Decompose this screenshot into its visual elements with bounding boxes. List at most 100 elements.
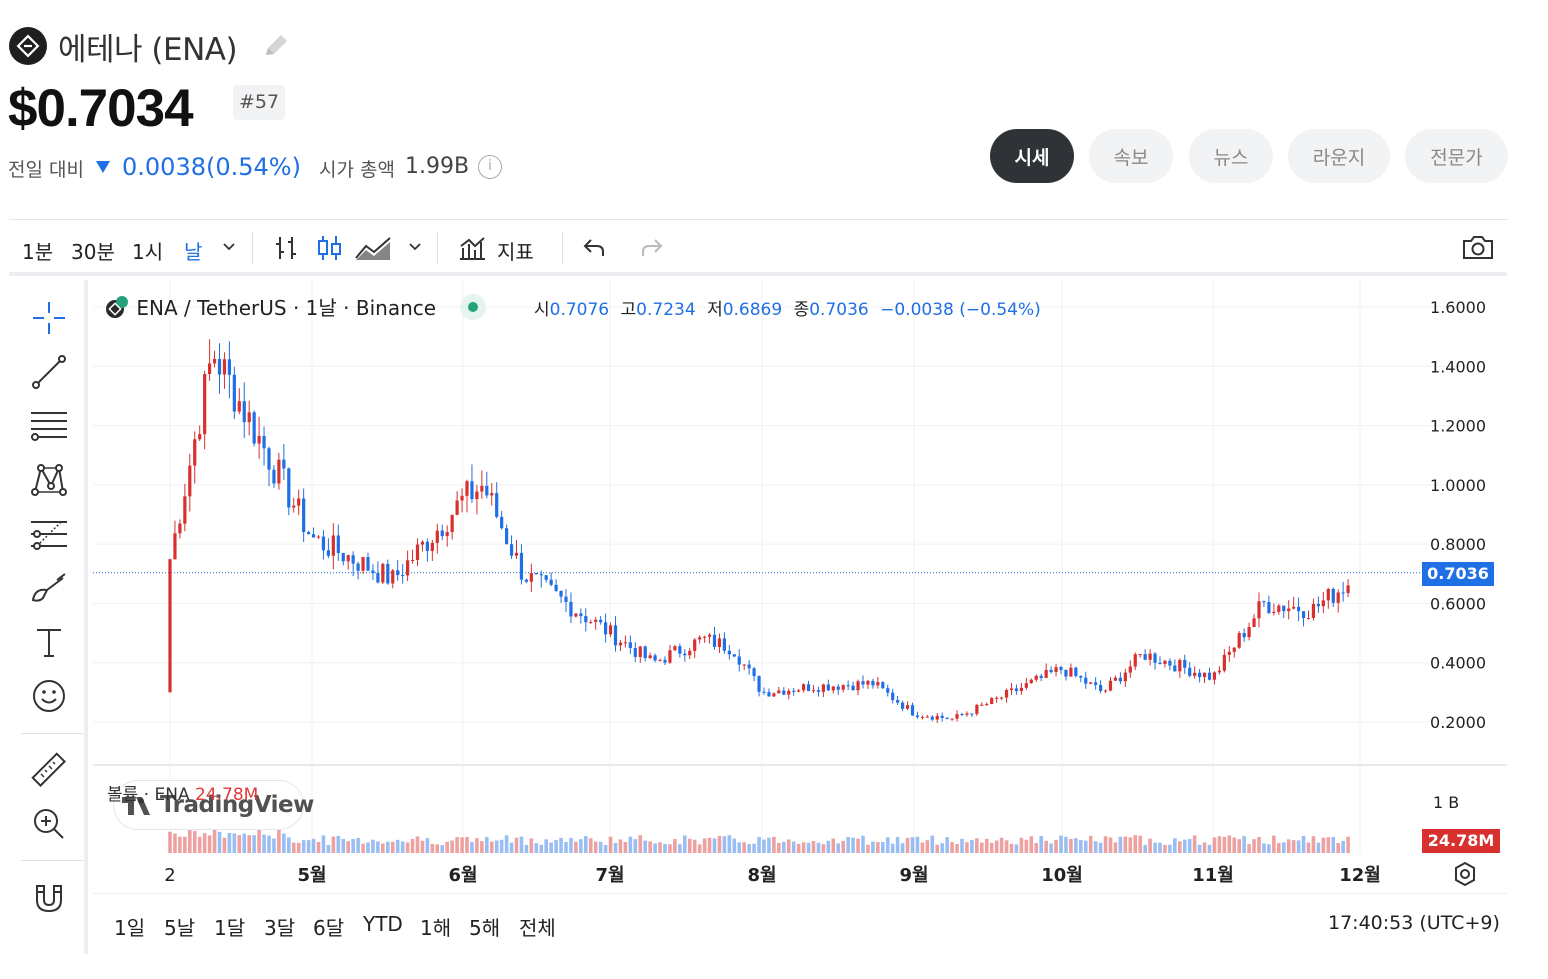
range-1m[interactable]: 1달 xyxy=(214,916,246,940)
chart-clock[interactable]: 17:40:53 (UTC+9) xyxy=(1328,912,1500,934)
volume-bar xyxy=(811,840,816,853)
interval-day[interactable]: 날 xyxy=(184,240,203,264)
volume-bar xyxy=(1143,844,1147,853)
magnet-icon[interactable] xyxy=(29,878,69,918)
candle-body xyxy=(346,555,350,562)
chart-settings-gear-icon[interactable] xyxy=(1451,860,1479,888)
interval-1m[interactable]: 1분 xyxy=(22,240,54,264)
candle-body xyxy=(1009,688,1014,691)
candle-body xyxy=(1084,677,1088,684)
volume-bar xyxy=(395,839,400,853)
candle-body xyxy=(1331,588,1335,603)
candle-body xyxy=(1128,666,1132,673)
volume-bar xyxy=(638,835,643,853)
tab-price[interactable]: 시세 xyxy=(990,129,1074,183)
volume-bar xyxy=(777,842,781,853)
pattern-tool-icon[interactable] xyxy=(29,460,69,500)
volume-bar xyxy=(1044,840,1048,853)
range-ytd[interactable]: YTD xyxy=(363,912,403,936)
fib-lines-icon[interactable] xyxy=(29,406,69,446)
volume-bar xyxy=(1341,840,1345,853)
range-1d[interactable]: 1일 xyxy=(114,916,146,940)
candle-body xyxy=(599,619,603,623)
volume-bar xyxy=(1158,842,1162,853)
volume-bar xyxy=(1262,843,1266,853)
volume-bar xyxy=(1014,844,1019,853)
indicators-label[interactable]: 지표 xyxy=(497,240,534,264)
redo-icon[interactable] xyxy=(639,236,665,260)
volume-bar xyxy=(935,844,940,853)
range-all[interactable]: 전체 xyxy=(519,916,556,940)
interval-dropdown-chevron-icon[interactable] xyxy=(221,240,237,254)
range-6m[interactable]: 6달 xyxy=(313,916,345,940)
ruler-icon[interactable] xyxy=(29,750,69,790)
indicators-icon[interactable] xyxy=(457,234,487,262)
volume-bar xyxy=(831,838,836,853)
candle-body xyxy=(703,636,707,638)
volume-bar xyxy=(623,842,628,853)
volume-bar xyxy=(633,839,638,853)
candlestick-chart-icon[interactable] xyxy=(315,234,345,262)
candle-body xyxy=(905,705,910,709)
tab-lounge[interactable]: 라운지 xyxy=(1288,129,1390,183)
candle-body xyxy=(237,401,241,412)
tab-news[interactable]: 뉴스 xyxy=(1189,129,1273,183)
candle-body xyxy=(371,570,375,574)
volume-bar xyxy=(366,842,370,853)
x-tick-label: 5월 xyxy=(297,865,326,886)
range-5d[interactable]: 5날 xyxy=(164,916,196,940)
candlestick-chart[interactable]: 1.6000 1.4000 1.2000 1.0000 0.8000 0.6000 0.40… xyxy=(93,280,1507,954)
brush-icon[interactable] xyxy=(29,568,69,608)
candle-body xyxy=(1232,647,1236,652)
y-tick-label: 1.6000 xyxy=(1430,298,1486,317)
chart-plot-area[interactable]: 1.6000 1.4000 1.2000 1.0000 0.8000 0.6000 0.40… xyxy=(93,280,1507,954)
symbol-name[interactable]: ENA / TetherUS · 1날 · Binance xyxy=(136,296,437,320)
area-chart-icon[interactable] xyxy=(354,234,394,262)
volume-bar xyxy=(282,833,286,853)
volume-bar xyxy=(915,836,920,853)
interval-1h[interactable]: 1시 xyxy=(132,240,164,264)
volume-bar xyxy=(539,844,544,853)
volume-bar xyxy=(683,835,687,853)
interval-30m[interactable]: 30분 xyxy=(71,240,115,264)
candle-body xyxy=(683,653,687,656)
tab-breaking[interactable]: 속보 xyxy=(1089,129,1173,183)
candle-body xyxy=(242,401,246,423)
zoom-in-icon[interactable] xyxy=(29,804,69,844)
text-tool-icon[interactable] xyxy=(29,622,69,662)
candle-body xyxy=(628,642,632,649)
undo-icon[interactable] xyxy=(581,236,607,260)
candle-body xyxy=(866,680,870,685)
volume-bar xyxy=(351,839,355,853)
bar-chart-type-icon[interactable] xyxy=(272,234,300,262)
volume-bar xyxy=(727,835,732,853)
volume-bar xyxy=(861,835,865,853)
emoji-icon[interactable] xyxy=(29,676,69,716)
trend-line-icon[interactable] xyxy=(29,352,69,392)
volume-bar xyxy=(1153,842,1157,853)
range-3m[interactable]: 3달 xyxy=(264,916,296,940)
tradingview-logo[interactable] xyxy=(113,780,304,830)
crosshair-icon[interactable] xyxy=(29,298,69,338)
volume-bar xyxy=(1207,844,1212,853)
candle-body xyxy=(1321,600,1325,607)
volume-bar xyxy=(1306,842,1311,853)
volume-bar xyxy=(1123,836,1128,853)
volume-bar xyxy=(737,842,742,853)
chart-type-dropdown-chevron-icon[interactable] xyxy=(407,240,423,254)
range-1y[interactable]: 1해 xyxy=(420,916,452,940)
volume-bar xyxy=(376,841,380,853)
range-5y[interactable]: 5해 xyxy=(469,916,501,940)
candle-body xyxy=(450,514,454,533)
camera-screenshot-icon[interactable] xyxy=(1461,233,1495,261)
candle-body xyxy=(217,358,222,375)
edit-pencil-icon[interactable] xyxy=(260,31,292,59)
info-icon[interactable]: i xyxy=(478,155,502,179)
tab-expert[interactable]: 전문가 xyxy=(1405,129,1508,183)
candle-body xyxy=(618,642,623,646)
volume-bar xyxy=(757,836,761,853)
volume-bar xyxy=(945,837,949,853)
volume-bar xyxy=(475,838,479,853)
projection-tool-icon[interactable] xyxy=(29,514,69,554)
volume-bar xyxy=(237,835,242,853)
